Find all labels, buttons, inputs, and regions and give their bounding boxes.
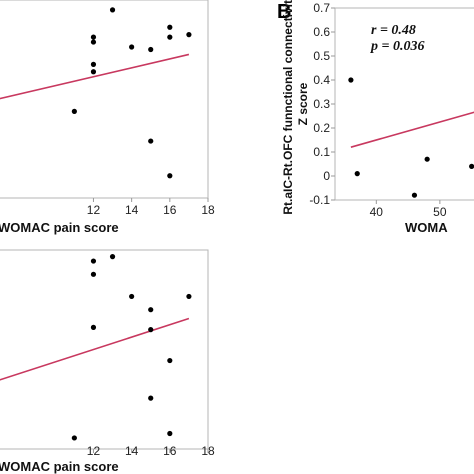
panel-bottom-left: 12 14 16 18 WOMAC pain score [0,249,215,474]
data-point [148,138,154,144]
data-point [167,24,173,30]
correlation-r: r = 0.48 [371,23,416,38]
y-tick-label: 0.2 [313,121,330,135]
data-point [167,34,173,40]
x-axis-title: WOMA [405,220,448,235]
data-point [90,69,97,75]
y-tick-label: 0.4 [313,73,330,87]
data-point [90,324,97,330]
data-point [348,77,354,83]
x-tick-label: 18 [201,203,215,217]
data-point [354,171,360,177]
p-value: p = 0.036 [370,39,424,54]
y-tick-label: -0.1 [309,193,330,207]
x-axis-title: WOMAC pain score [0,220,119,235]
x-tick-label: 12 [87,444,101,458]
y-axis-title: Rt.aIC-Rt.OFC funnctional connectivityZ … [281,0,310,215]
data-point [186,32,192,38]
x-tick-label: 12 [87,203,101,217]
data-point [167,357,173,364]
data-point [148,395,154,401]
plot-frame [0,249,209,450]
x-tick-label: 16 [163,444,177,458]
data-point [90,39,97,45]
data-point [90,258,97,264]
regression-line [350,111,474,148]
y-tick-label: 0 [323,169,330,183]
panel-b: 40 50 -0.1 0 0.1 0.2 0.3 0.4 0.5 0.6 0.7 WOMA BRt.aI… [277,0,474,235]
regression-line [0,53,190,100]
data-point [411,192,418,198]
x-tick-label: 50 [433,205,447,219]
panel-top-left: 12 14 16 18 WOMAC pain score [0,0,215,235]
data-point [167,173,173,179]
x-axis-title: WOMAC pain score [0,459,119,474]
data-point [71,435,77,441]
data-point [90,271,97,277]
y-tick-label: 0.6 [313,25,330,39]
x-tick-label: 18 [201,444,215,458]
data-point [129,44,135,50]
data-point [148,307,154,313]
y-tick-label: 0.7 [313,1,330,15]
panel-label: B [277,1,291,23]
plot-frame [0,0,209,199]
regression-line [0,317,190,381]
data-point [109,7,116,13]
x-tick-label: 14 [125,444,139,458]
x-tick-label: 14 [125,203,139,217]
data-point [167,430,173,437]
data-point [71,108,77,114]
y-tick-label: 0.5 [313,49,330,63]
data-point [148,327,154,333]
data-point [186,293,192,300]
data-point [148,46,154,53]
y-tick-label: 0.3 [313,97,330,111]
data-point [469,163,474,169]
y-tick-label: 0.1 [313,145,330,159]
data-point [424,156,430,162]
data-point [109,254,116,260]
data-point [90,61,97,67]
x-tick-label: 16 [163,203,177,217]
data-point [90,34,97,40]
x-tick-label: 40 [370,205,384,219]
data-point [129,293,135,300]
